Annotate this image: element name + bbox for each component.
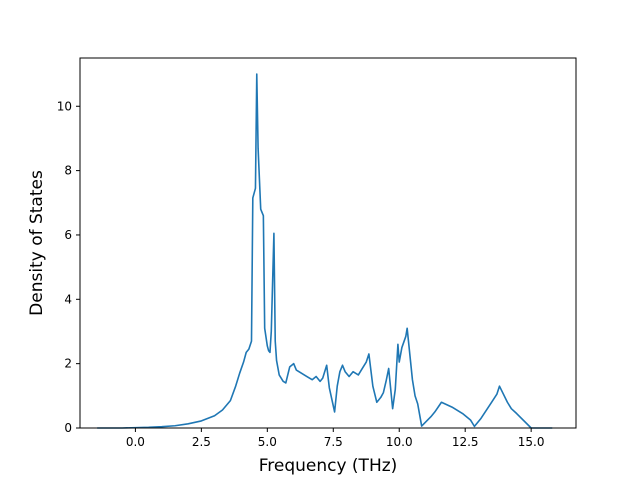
x-axis-ticks: 0.0 2.5 5.0 7.5 10.0 12.5 15.0 <box>126 428 545 449</box>
y-axis-ticks: 0 2 4 6 8 10 <box>57 99 80 435</box>
y-tick-label: 10 <box>57 99 72 113</box>
x-tick-label: 2.5 <box>192 435 211 449</box>
y-tick-label: 2 <box>64 357 72 371</box>
y-tick-label: 4 <box>64 292 72 306</box>
y-tick-label: 0 <box>64 421 72 435</box>
y-axis-label: Density of States <box>27 170 47 316</box>
x-tick-label: 12.5 <box>452 435 479 449</box>
plot-marks <box>97 73 553 429</box>
x-tick-label: 7.5 <box>324 435 343 449</box>
x-axis-label: Frequency (THz) <box>259 456 398 476</box>
x-tick-label: 5.0 <box>258 435 277 449</box>
plot-frame <box>79 57 577 429</box>
dos-series-line-0 <box>97 73 553 429</box>
x-tick-label: 0.0 <box>126 435 145 449</box>
y-tick-label: 8 <box>64 164 72 178</box>
x-tick-label: 10.0 <box>386 435 413 449</box>
x-tick-label: 15.0 <box>518 435 545 449</box>
y-tick-label: 6 <box>64 228 72 242</box>
